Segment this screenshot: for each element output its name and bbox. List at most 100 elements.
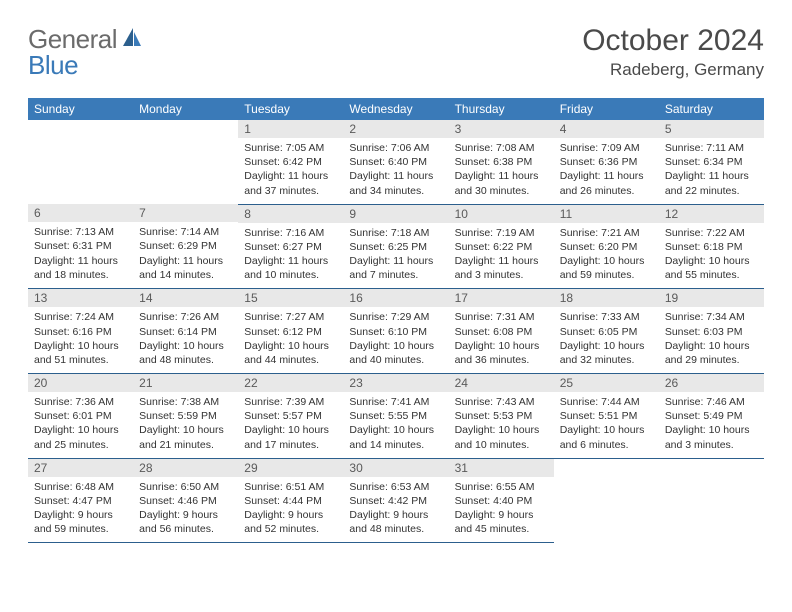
sunrise-line: Sunrise: 6:55 AM <box>455 480 548 494</box>
sunrise-line: Sunrise: 7:21 AM <box>560 226 653 240</box>
daylight-line: and 48 minutes. <box>139 353 232 367</box>
sunrise-line: Sunrise: 7:33 AM <box>560 310 653 324</box>
calendar-cell: 26Sunrise: 7:46 AMSunset: 5:49 PMDayligh… <box>659 374 764 459</box>
calendar-cell: 15Sunrise: 7:27 AMSunset: 6:12 PMDayligh… <box>238 289 343 374</box>
daylight-line: Daylight: 10 hours <box>665 423 758 437</box>
daylight-line: and 3 minutes. <box>665 438 758 452</box>
day-header-row: SundayMondayTuesdayWednesdayThursdayFrid… <box>28 98 764 120</box>
sunrise-line: Sunrise: 7:38 AM <box>139 395 232 409</box>
sunset-line: Sunset: 4:46 PM <box>139 494 232 508</box>
calendar-cell: 30Sunrise: 6:53 AMSunset: 4:42 PMDayligh… <box>343 458 448 543</box>
day-number: 22 <box>238 374 343 392</box>
daylight-line: and 3 minutes. <box>455 268 548 282</box>
sunset-line: Sunset: 6:18 PM <box>665 240 758 254</box>
calendar-table: SundayMondayTuesdayWednesdayThursdayFrid… <box>28 98 764 543</box>
calendar-cell: 28Sunrise: 6:50 AMSunset: 4:46 PMDayligh… <box>133 458 238 543</box>
daylight-line: and 30 minutes. <box>455 184 548 198</box>
daylight-line: Daylight: 11 hours <box>244 169 337 183</box>
sunrise-line: Sunrise: 7:13 AM <box>34 225 127 239</box>
day-detail: Sunrise: 7:14 AMSunset: 6:29 PMDaylight:… <box>133 222 238 288</box>
calendar-cell: 13Sunrise: 7:24 AMSunset: 6:16 PMDayligh… <box>28 289 133 374</box>
calendar-cell-empty <box>28 120 133 204</box>
location-label: Radeberg, Germany <box>582 60 764 80</box>
day-detail: Sunrise: 7:13 AMSunset: 6:31 PMDaylight:… <box>28 222 133 288</box>
calendar-cell: 4Sunrise: 7:09 AMSunset: 6:36 PMDaylight… <box>554 120 659 204</box>
daylight-line: and 14 minutes. <box>139 268 232 282</box>
day-detail: Sunrise: 7:18 AMSunset: 6:25 PMDaylight:… <box>343 223 448 289</box>
sunset-line: Sunset: 6:27 PM <box>244 240 337 254</box>
sunset-line: Sunset: 5:49 PM <box>665 409 758 423</box>
day-detail: Sunrise: 7:05 AMSunset: 6:42 PMDaylight:… <box>238 138 343 204</box>
daylight-line: Daylight: 11 hours <box>560 169 653 183</box>
sunrise-line: Sunrise: 6:50 AM <box>139 480 232 494</box>
sunset-line: Sunset: 6:36 PM <box>560 155 653 169</box>
day-number: 15 <box>238 289 343 307</box>
daylight-line: and 29 minutes. <box>665 353 758 367</box>
daylight-line: Daylight: 9 hours <box>244 508 337 522</box>
day-detail: Sunrise: 7:24 AMSunset: 6:16 PMDaylight:… <box>28 307 133 373</box>
day-detail: Sunrise: 7:08 AMSunset: 6:38 PMDaylight:… <box>449 138 554 204</box>
daylight-line: and 6 minutes. <box>560 438 653 452</box>
calendar-cell-empty <box>133 120 238 204</box>
day-number: 23 <box>343 374 448 392</box>
daylight-line: and 32 minutes. <box>560 353 653 367</box>
sunrise-line: Sunrise: 7:09 AM <box>560 141 653 155</box>
sunset-line: Sunset: 5:55 PM <box>349 409 442 423</box>
day-header: Monday <box>133 98 238 120</box>
daylight-line: Daylight: 10 hours <box>349 339 442 353</box>
day-number: 12 <box>659 205 764 223</box>
sunset-line: Sunset: 5:57 PM <box>244 409 337 423</box>
sunrise-line: Sunrise: 7:34 AM <box>665 310 758 324</box>
daylight-line: and 59 minutes. <box>560 268 653 282</box>
daylight-line: and 59 minutes. <box>34 522 127 536</box>
sunset-line: Sunset: 5:51 PM <box>560 409 653 423</box>
daylight-line: Daylight: 10 hours <box>349 423 442 437</box>
sunrise-line: Sunrise: 6:48 AM <box>34 480 127 494</box>
calendar-cell-empty <box>659 458 764 543</box>
calendar-week-row: 1Sunrise: 7:05 AMSunset: 6:42 PMDaylight… <box>28 120 764 204</box>
day-detail: Sunrise: 7:22 AMSunset: 6:18 PMDaylight:… <box>659 223 764 289</box>
day-number: 9 <box>343 205 448 223</box>
day-number: 10 <box>449 205 554 223</box>
day-detail: Sunrise: 6:48 AMSunset: 4:47 PMDaylight:… <box>28 477 133 543</box>
calendar-cell: 19Sunrise: 7:34 AMSunset: 6:03 PMDayligh… <box>659 289 764 374</box>
calendar-cell: 6Sunrise: 7:13 AMSunset: 6:31 PMDaylight… <box>28 204 133 289</box>
sunset-line: Sunset: 6:22 PM <box>455 240 548 254</box>
day-number: 5 <box>659 120 764 138</box>
calendar-cell-empty <box>554 458 659 543</box>
calendar-cell: 7Sunrise: 7:14 AMSunset: 6:29 PMDaylight… <box>133 204 238 289</box>
day-number: 27 <box>28 459 133 477</box>
sunset-line: Sunset: 6:20 PM <box>560 240 653 254</box>
day-detail: Sunrise: 7:44 AMSunset: 5:51 PMDaylight:… <box>554 392 659 458</box>
sunset-line: Sunset: 6:05 PM <box>560 325 653 339</box>
day-detail: Sunrise: 7:43 AMSunset: 5:53 PMDaylight:… <box>449 392 554 458</box>
day-detail: Sunrise: 7:27 AMSunset: 6:12 PMDaylight:… <box>238 307 343 373</box>
day-number: 24 <box>449 374 554 392</box>
daylight-line: and 48 minutes. <box>349 522 442 536</box>
calendar-cell: 21Sunrise: 7:38 AMSunset: 5:59 PMDayligh… <box>133 374 238 459</box>
sunset-line: Sunset: 6:10 PM <box>349 325 442 339</box>
day-number: 30 <box>343 459 448 477</box>
sunrise-line: Sunrise: 7:26 AM <box>139 310 232 324</box>
sunrise-line: Sunrise: 7:05 AM <box>244 141 337 155</box>
sunset-line: Sunset: 6:34 PM <box>665 155 758 169</box>
daylight-line: and 21 minutes. <box>139 438 232 452</box>
day-number: 25 <box>554 374 659 392</box>
day-number: 11 <box>554 205 659 223</box>
day-header: Saturday <box>659 98 764 120</box>
day-detail: Sunrise: 7:19 AMSunset: 6:22 PMDaylight:… <box>449 223 554 289</box>
calendar-cell: 2Sunrise: 7:06 AMSunset: 6:40 PMDaylight… <box>343 120 448 204</box>
sunset-line: Sunset: 6:03 PM <box>665 325 758 339</box>
daylight-line: Daylight: 11 hours <box>349 169 442 183</box>
month-title: October 2024 <box>582 24 764 58</box>
sunrise-line: Sunrise: 7:24 AM <box>34 310 127 324</box>
day-header: Tuesday <box>238 98 343 120</box>
sunset-line: Sunset: 6:38 PM <box>455 155 548 169</box>
daylight-line: and 37 minutes. <box>244 184 337 198</box>
calendar-cell: 11Sunrise: 7:21 AMSunset: 6:20 PMDayligh… <box>554 204 659 289</box>
sunrise-line: Sunrise: 7:39 AM <box>244 395 337 409</box>
daylight-line: and 34 minutes. <box>349 184 442 198</box>
day-detail: Sunrise: 7:29 AMSunset: 6:10 PMDaylight:… <box>343 307 448 373</box>
daylight-line: and 51 minutes. <box>34 353 127 367</box>
daylight-line: and 14 minutes. <box>349 438 442 452</box>
